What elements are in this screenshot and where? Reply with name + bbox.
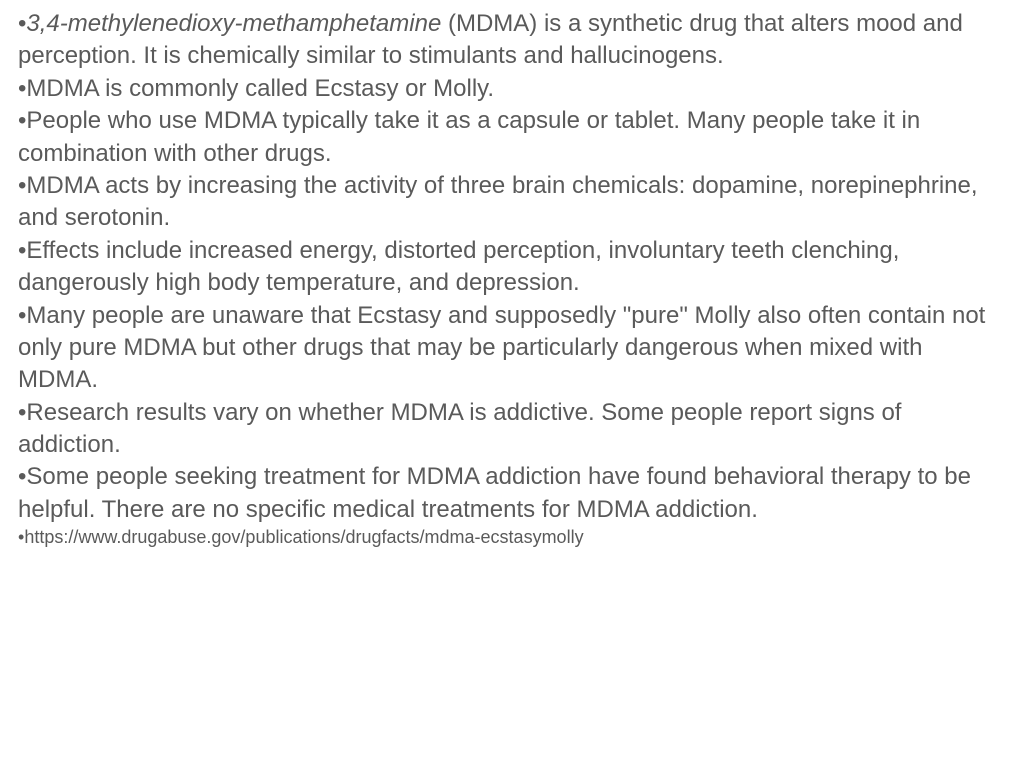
bullet-list: •3,4-methylenedioxy-methamphetamine (MDM… (18, 8, 1006, 550)
bullet-item-4: •MDMA acts by increasing the activity of… (18, 170, 1006, 235)
bullet-text: People who use MDMA typically take it as… (18, 107, 920, 166)
source-citation: •https://www.drugabuse.gov/publications/… (18, 526, 1006, 549)
bullet-item-3: •People who use MDMA typically take it a… (18, 105, 1006, 170)
bullet-text: Research results vary on whether MDMA is… (18, 399, 901, 458)
italic-term: 3,4-methylenedioxy-methamphetamine (26, 10, 441, 37)
bullet-item-1: •3,4-methylenedioxy-methamphetamine (MDM… (18, 8, 1006, 73)
bullet-text: Effects include increased energy, distor… (18, 237, 899, 296)
bullet-item-7: •Research results vary on whether MDMA i… (18, 397, 1006, 462)
bullet-text: MDMA acts by increasing the activity of … (18, 172, 978, 231)
source-url: https://www.drugabuse.gov/publications/d… (24, 527, 583, 547)
bullet-item-2: •MDMA is commonly called Ecstasy or Moll… (18, 73, 1006, 105)
bullet-text: Many people are unaware that Ecstasy and… (18, 302, 985, 394)
bullet-text: MDMA is commonly called Ecstasy or Molly… (26, 75, 494, 102)
bullet-item-5: •Effects include increased energy, disto… (18, 235, 1006, 300)
bullet-text: Some people seeking treatment for MDMA a… (18, 463, 971, 522)
bullet-item-8: •Some people seeking treatment for MDMA … (18, 461, 1006, 526)
bullet-item-6: •Many people are unaware that Ecstasy an… (18, 300, 1006, 397)
